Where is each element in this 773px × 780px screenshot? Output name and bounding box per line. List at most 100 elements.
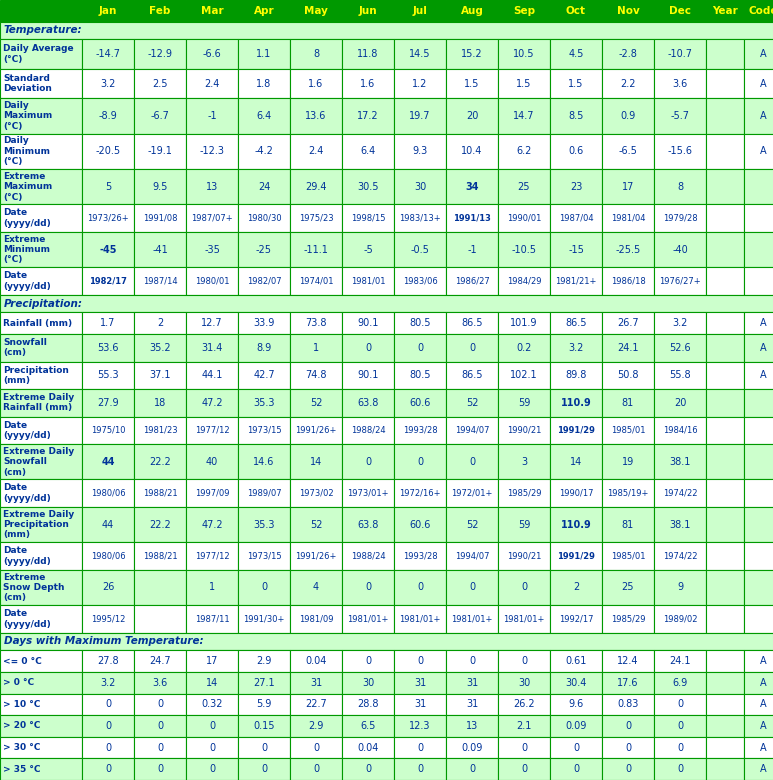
Text: 59: 59 xyxy=(518,519,530,530)
Bar xyxy=(550,417,602,444)
Text: 31.4: 31.4 xyxy=(201,342,223,353)
Bar xyxy=(446,232,498,268)
Bar xyxy=(706,417,744,444)
Text: 1987/07+: 1987/07+ xyxy=(191,214,233,222)
Bar xyxy=(82,389,134,417)
Bar xyxy=(706,69,744,98)
Bar xyxy=(602,737,654,758)
Bar xyxy=(0,569,82,605)
Bar xyxy=(446,169,498,204)
Text: 1977/12: 1977/12 xyxy=(195,551,230,561)
Text: 1.5: 1.5 xyxy=(516,79,532,88)
Text: 1.6: 1.6 xyxy=(360,79,376,88)
Text: Daily
Maximum
(°C): Daily Maximum (°C) xyxy=(3,101,53,131)
Bar xyxy=(446,98,498,133)
Bar xyxy=(134,389,186,417)
Bar xyxy=(134,417,186,444)
Bar xyxy=(602,169,654,204)
Bar xyxy=(394,758,446,780)
Text: Year: Year xyxy=(712,5,738,16)
Bar xyxy=(706,605,744,633)
Bar xyxy=(550,758,602,780)
Bar xyxy=(0,334,82,361)
Bar xyxy=(602,389,654,417)
Text: 47.2: 47.2 xyxy=(201,398,223,408)
Text: 1991/29: 1991/29 xyxy=(557,426,595,434)
Bar xyxy=(550,480,602,507)
Bar xyxy=(134,169,186,204)
Bar xyxy=(342,507,394,542)
Text: 31: 31 xyxy=(414,700,426,709)
Bar xyxy=(0,295,773,313)
Bar xyxy=(134,204,186,232)
Text: A: A xyxy=(760,147,766,156)
Text: > 35 °C: > 35 °C xyxy=(3,764,40,774)
Text: A: A xyxy=(760,721,766,731)
Bar xyxy=(342,542,394,569)
Bar xyxy=(446,672,498,693)
Bar xyxy=(186,39,238,69)
Text: 38.1: 38.1 xyxy=(669,519,691,530)
Bar xyxy=(498,542,550,569)
Text: 0.61: 0.61 xyxy=(565,656,587,666)
Bar xyxy=(186,569,238,605)
Bar xyxy=(446,334,498,361)
Text: 2.4: 2.4 xyxy=(204,79,220,88)
Bar xyxy=(654,605,706,633)
Text: 1980/06: 1980/06 xyxy=(90,488,125,498)
Bar xyxy=(654,444,706,480)
Text: 0: 0 xyxy=(157,700,163,709)
Bar xyxy=(706,268,744,295)
Text: 2.1: 2.1 xyxy=(516,721,532,731)
Text: 1982/07: 1982/07 xyxy=(247,276,281,285)
Bar xyxy=(0,480,82,507)
Text: A: A xyxy=(760,678,766,688)
Bar xyxy=(290,69,342,98)
Text: -12.9: -12.9 xyxy=(148,49,172,59)
Bar xyxy=(134,268,186,295)
Text: 17: 17 xyxy=(621,182,634,192)
Bar xyxy=(238,507,290,542)
Bar xyxy=(290,313,342,334)
Text: 0: 0 xyxy=(625,764,631,775)
Text: -19.1: -19.1 xyxy=(148,147,172,156)
Text: 10.4: 10.4 xyxy=(461,147,482,156)
Bar xyxy=(550,98,602,133)
Bar xyxy=(238,204,290,232)
Text: 0: 0 xyxy=(521,656,527,666)
Text: 52.6: 52.6 xyxy=(669,342,691,353)
Bar xyxy=(550,672,602,693)
Text: 1988/24: 1988/24 xyxy=(351,551,385,561)
Bar xyxy=(744,715,773,737)
Text: 0: 0 xyxy=(209,721,215,731)
Text: 15.2: 15.2 xyxy=(461,49,483,59)
Text: 35.3: 35.3 xyxy=(254,519,274,530)
Bar xyxy=(550,133,602,169)
Text: 89.8: 89.8 xyxy=(565,370,587,381)
Text: Date
(yyyy/dd): Date (yyyy/dd) xyxy=(3,420,51,440)
Text: 3.2: 3.2 xyxy=(568,342,584,353)
Text: 27.9: 27.9 xyxy=(97,398,119,408)
Text: Extreme
Minimum
(°C): Extreme Minimum (°C) xyxy=(3,235,50,264)
Bar xyxy=(186,0,238,22)
Bar xyxy=(446,361,498,389)
Bar xyxy=(134,361,186,389)
Bar xyxy=(654,98,706,133)
Text: -25: -25 xyxy=(256,244,272,254)
Text: 35.2: 35.2 xyxy=(149,342,171,353)
Text: 14.5: 14.5 xyxy=(409,49,431,59)
Bar xyxy=(290,569,342,605)
Bar xyxy=(706,569,744,605)
Text: Extreme
Maximum
(°C): Extreme Maximum (°C) xyxy=(3,172,53,201)
Bar xyxy=(602,480,654,507)
Text: 28.8: 28.8 xyxy=(357,700,379,709)
Bar xyxy=(394,651,446,672)
Text: 2.2: 2.2 xyxy=(620,79,635,88)
Text: A: A xyxy=(760,370,766,381)
Bar xyxy=(82,693,134,715)
Bar xyxy=(744,268,773,295)
Text: 1988/21: 1988/21 xyxy=(143,551,177,561)
Text: 20: 20 xyxy=(674,398,686,408)
Bar xyxy=(82,204,134,232)
Bar xyxy=(186,313,238,334)
